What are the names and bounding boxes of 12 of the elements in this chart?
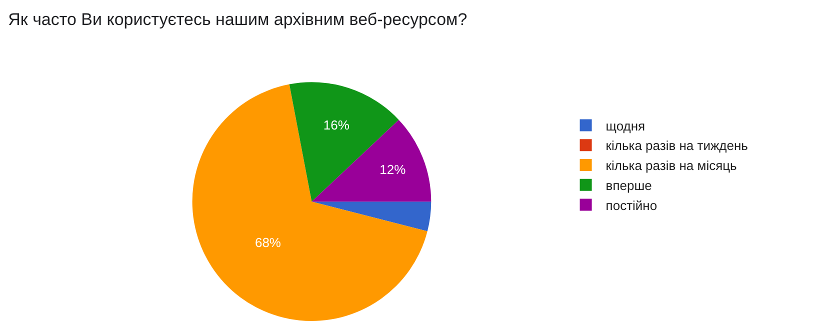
legend-label: кілька разів на місяць <box>606 158 738 174</box>
legend-label: щодня <box>606 118 646 134</box>
data-label: 16% <box>323 117 350 132</box>
legend-label: постійно <box>606 198 658 213</box>
pie-slice <box>312 120 432 202</box>
pie-slice <box>192 84 428 321</box>
legend-label: кілька разів на тиждень <box>606 138 748 154</box>
data-label: 12% <box>380 162 406 177</box>
data-label: 68% <box>254 234 282 250</box>
legend-label: вперше <box>606 178 652 193</box>
chart-title: Як часто Ви користуєтесь нашим архівним веб-ресурсом? <box>8 10 468 30</box>
pie-slice <box>312 202 432 232</box>
